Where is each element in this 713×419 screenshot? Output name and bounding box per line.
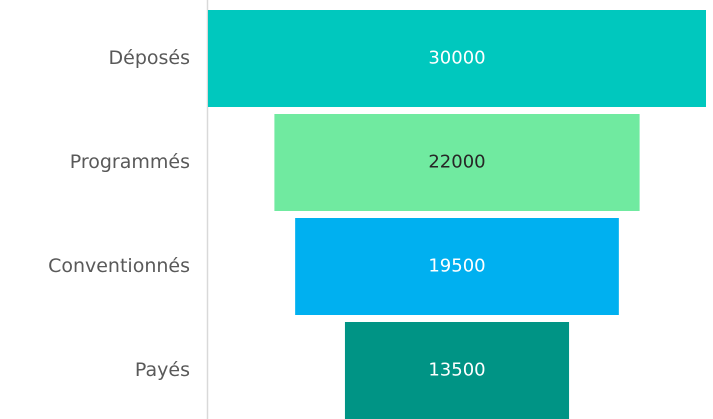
- category-label: Payés: [135, 359, 190, 381]
- category-label: Programmés: [70, 151, 190, 173]
- value-label: 13500: [428, 360, 485, 381]
- funnel-bar: [208, 10, 706, 107]
- funnel-bar: [344, 322, 570, 419]
- funnel-bar: [274, 114, 640, 211]
- value-label: 30000: [428, 48, 485, 69]
- value-label: 22000: [428, 152, 485, 173]
- category-label: Déposés: [109, 47, 191, 69]
- category-label: Conventionnés: [48, 255, 190, 277]
- value-label: 19500: [428, 256, 485, 277]
- funnel-bar: [295, 218, 619, 315]
